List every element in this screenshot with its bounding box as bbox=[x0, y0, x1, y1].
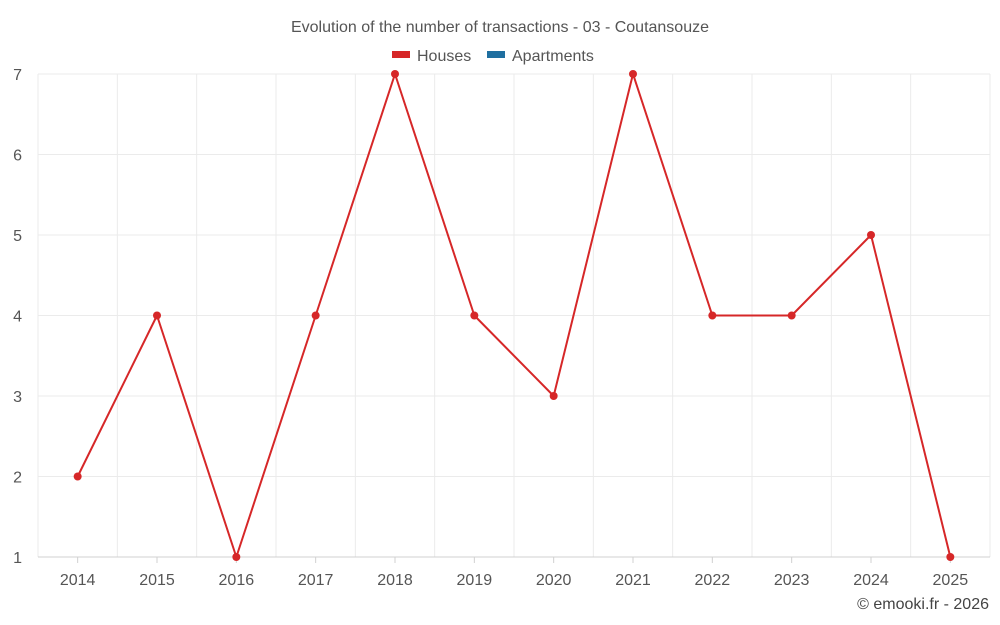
data-point[interactable] bbox=[787, 311, 796, 320]
x-tick-label: 2023 bbox=[774, 572, 810, 589]
y-axis-ticks: 1 2 3 4 5 6 7 bbox=[13, 67, 22, 567]
x-tick-label: 2025 bbox=[933, 572, 969, 589]
legend-swatch-houses[interactable] bbox=[392, 51, 410, 58]
data-point[interactable] bbox=[153, 311, 161, 320]
credit-text: © emooki.fr - 2026 bbox=[857, 596, 989, 613]
data-point[interactable] bbox=[629, 70, 637, 78]
y-tick-label: 6 bbox=[13, 148, 22, 165]
gridlines bbox=[37, 73, 991, 558]
x-axis-ticks: 2014 2015 2016 2017 2018 2019 2020 2021 2022 2023… bbox=[60, 557, 968, 589]
legend: Houses Apartments bbox=[392, 48, 594, 65]
y-tick-label: 2 bbox=[13, 470, 22, 487]
x-tick-label: 2016 bbox=[219, 572, 255, 589]
legend-swatch-apartments[interactable] bbox=[487, 51, 505, 58]
x-tick-label: 2018 bbox=[377, 572, 413, 589]
legend-label-apartments[interactable]: Apartments bbox=[512, 48, 594, 65]
data-point[interactable] bbox=[708, 311, 717, 320]
y-tick-label: 7 bbox=[13, 67, 22, 84]
y-tick-label: 4 bbox=[13, 309, 22, 326]
data-point[interactable] bbox=[311, 311, 320, 320]
legend-label-houses[interactable]: Houses bbox=[417, 48, 471, 65]
data-point[interactable] bbox=[867, 231, 875, 239]
x-tick-label: 2024 bbox=[853, 572, 889, 589]
x-tick-label: 2015 bbox=[139, 572, 175, 589]
data-point[interactable] bbox=[232, 553, 241, 561]
x-tick-label: 2017 bbox=[298, 572, 334, 589]
data-point[interactable] bbox=[73, 472, 82, 481]
data-point[interactable] bbox=[470, 311, 479, 320]
y-tick-label: 5 bbox=[13, 228, 22, 245]
y-tick-label: 1 bbox=[13, 550, 22, 567]
data-point[interactable] bbox=[946, 553, 955, 561]
chart-title: Evolution of the number of transactions … bbox=[291, 19, 709, 36]
data-point[interactable] bbox=[549, 392, 558, 400]
x-tick-label: 2021 bbox=[615, 572, 651, 589]
x-tick-label: 2022 bbox=[695, 572, 731, 589]
x-tick-label: 2019 bbox=[457, 572, 493, 589]
series-line-houses bbox=[76, 73, 952, 558]
series-layer bbox=[73, 70, 955, 561]
data-point[interactable] bbox=[391, 70, 399, 78]
y-tick-label: 3 bbox=[13, 389, 22, 406]
x-tick-label: 2014 bbox=[60, 572, 96, 589]
x-tick-label: 2020 bbox=[536, 572, 572, 589]
